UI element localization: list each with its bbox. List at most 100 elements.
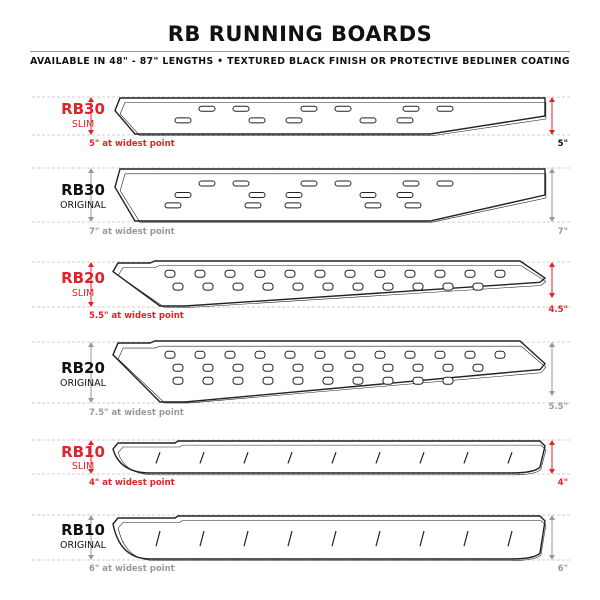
model-label: RB20: [61, 359, 105, 377]
slot: [232, 180, 250, 187]
slot: [284, 350, 296, 359]
tread-line: [331, 530, 337, 547]
slot: [404, 350, 416, 359]
width-caption: 4" at widest point: [89, 478, 175, 488]
tread-line: [507, 530, 513, 547]
slot: [248, 192, 266, 198]
slot: [300, 180, 318, 187]
slot: [364, 202, 382, 209]
arrowhead-icon: [88, 262, 94, 307]
width-caption: 5.5" at widest point: [89, 311, 184, 321]
running-board-edge: [117, 444, 547, 476]
running-board-edge: [117, 520, 547, 561]
slot: [285, 192, 303, 198]
slot: [436, 105, 454, 112]
slot: [382, 282, 394, 291]
slot: [174, 192, 192, 198]
slot: [472, 363, 484, 372]
tread-line: [155, 451, 161, 464]
slot: [442, 363, 454, 372]
slot: [436, 180, 454, 187]
end-width-label: 5": [557, 139, 568, 149]
running-board-edge: [119, 173, 547, 223]
slot: [172, 282, 184, 291]
end-width-label: 6": [557, 564, 568, 574]
end-width-label: 4": [557, 478, 568, 488]
slot: [359, 117, 377, 124]
tread-line: [287, 530, 293, 547]
slot: [334, 105, 352, 112]
model-label: RB30: [61, 100, 105, 118]
slot: [352, 363, 364, 372]
slot: [224, 269, 236, 278]
slot: [434, 350, 446, 359]
end-width-label: 4.5": [548, 305, 569, 315]
slot: [404, 202, 422, 209]
slot: [322, 376, 334, 385]
tread-line: [287, 451, 293, 464]
tread-line: [243, 451, 249, 464]
slot: [382, 376, 394, 385]
tread-line: [199, 451, 205, 464]
slot: [194, 269, 206, 278]
slot: [254, 350, 266, 359]
slot: [434, 269, 446, 278]
tread-line: [507, 451, 513, 464]
width-caption: 7" at widest point: [89, 227, 175, 237]
running-board: [112, 515, 546, 560]
slot: [412, 363, 424, 372]
slot: [396, 117, 414, 124]
variant-label: ORIGINAL: [60, 200, 106, 211]
variant-label: ORIGINAL: [60, 378, 106, 389]
slot: [172, 376, 184, 385]
slot: [262, 363, 274, 372]
slot: [314, 350, 326, 359]
variant-label: SLIM: [71, 119, 95, 130]
slot: [202, 282, 214, 291]
slot: [494, 350, 506, 359]
slot: [232, 376, 244, 385]
slot: [396, 192, 414, 198]
slot: [262, 282, 274, 291]
slot: [248, 117, 266, 124]
end-width-label: 5.5": [548, 402, 569, 412]
slot: [232, 363, 244, 372]
arrowhead-icon: [88, 515, 94, 560]
slot: [172, 363, 184, 372]
slot: [198, 180, 216, 187]
width-caption: 7.5" at widest point: [89, 408, 184, 418]
slot: [402, 180, 420, 187]
slot: [404, 269, 416, 278]
slot: [284, 269, 296, 278]
slot: [402, 105, 420, 112]
divider: [30, 51, 570, 52]
slot: [382, 363, 394, 372]
slot: [164, 350, 176, 359]
slot: [285, 117, 303, 124]
slot: [224, 350, 236, 359]
tread-line: [419, 530, 425, 547]
slot: [344, 269, 356, 278]
slot: [292, 282, 304, 291]
slot: [232, 282, 244, 291]
tread-line: [331, 451, 337, 464]
tread-line: [463, 530, 469, 547]
slot: [352, 376, 364, 385]
slot: [194, 350, 206, 359]
running-board-edge: [117, 265, 547, 308]
variant-label: SLIM: [71, 461, 95, 472]
running-board: [112, 440, 546, 474]
width-caption: 6" at widest point: [89, 564, 175, 574]
slot: [374, 350, 386, 359]
tread-line: [155, 530, 161, 547]
slot: [494, 269, 506, 278]
slot: [198, 105, 216, 112]
slot: [464, 269, 476, 278]
slot: [334, 180, 352, 187]
slot: [352, 282, 364, 291]
slot: [202, 376, 214, 385]
running-board-edge: [119, 101, 547, 137]
slot: [164, 269, 176, 278]
model-label: RB10: [61, 521, 105, 539]
